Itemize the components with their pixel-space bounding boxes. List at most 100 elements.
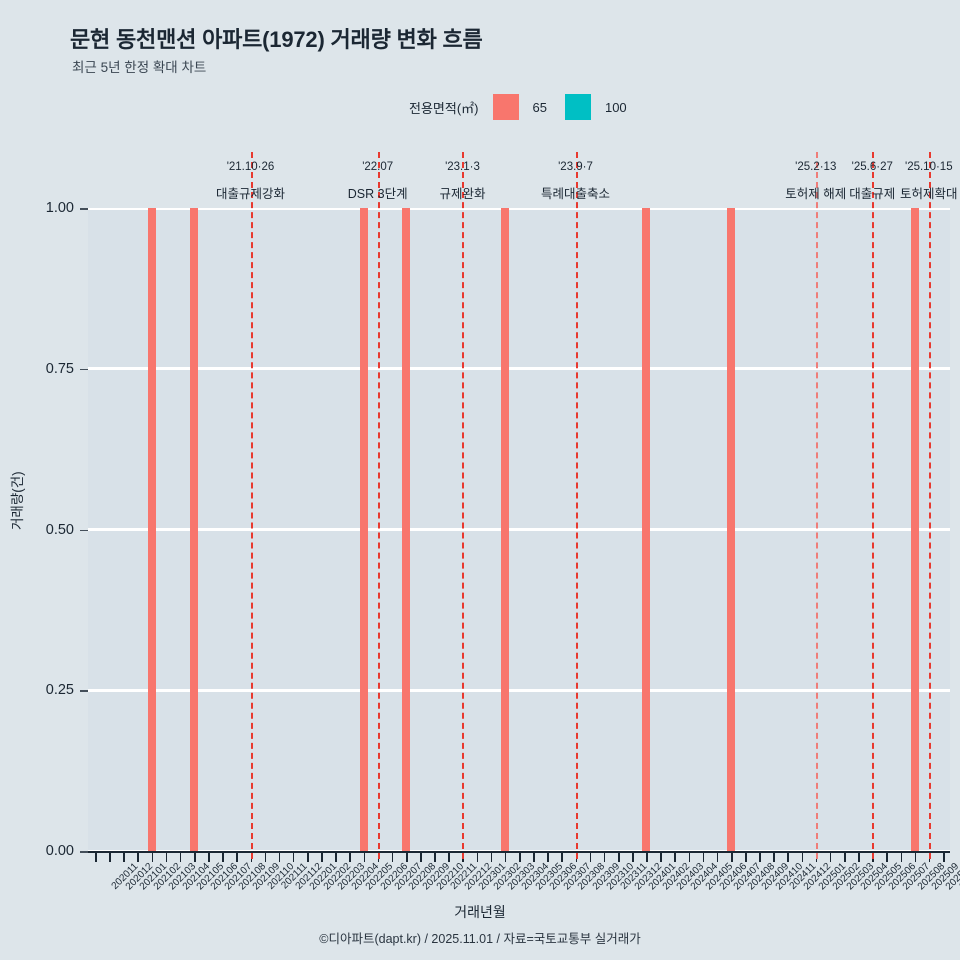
x-axis-tick: [716, 851, 719, 862]
x-axis-tick: [109, 851, 111, 862]
x-axis-tick: [193, 851, 196, 862]
event-line: [377, 152, 380, 859]
chart-subtitle: 최근 5년 한정 확대 차트: [72, 60, 207, 75]
x-axis-tick: [137, 851, 140, 862]
x-axis-tick: [95, 851, 97, 862]
gridline: [88, 849, 950, 851]
bar[interactable]: [726, 208, 735, 851]
x-axis-tick: [617, 851, 620, 862]
x-axis-tick: [646, 851, 648, 862]
chart-title: 문현 동천맨션 아파트(1972) 거래량 변화 흐름: [70, 27, 483, 52]
x-axis-tick: [801, 851, 804, 862]
x-axis-tick: [745, 851, 747, 862]
event-name-label: 토허제확대: [900, 187, 958, 201]
x-axis-tick: [448, 851, 450, 862]
y-axis-labels: 0.00 0.25 0.50 0.75 1.00: [0, 0, 74, 960]
y-axis-tick: [80, 368, 88, 371]
x-axis-tick: [858, 851, 860, 862]
x-axis-tick: [123, 851, 125, 862]
source-caption: ©디아파트(dapt.kr) / 2025.11.01 / 자료=국토교통부 실…: [319, 932, 641, 946]
x-axis-tick: [589, 851, 592, 862]
x-axis-tick: [561, 851, 563, 862]
x-axis-tick: [660, 851, 662, 862]
y-axis-tick-label: 1.00: [45, 200, 74, 216]
x-axis-tick: [787, 851, 790, 862]
x-axis-tick: [504, 851, 507, 862]
event-date-label: '23.9·7: [558, 161, 593, 173]
x-axis-tick: [236, 851, 238, 862]
bar[interactable]: [147, 208, 156, 851]
event-line: [928, 152, 931, 859]
x-axis-tick: [886, 851, 888, 862]
x-axis-tick: [829, 851, 832, 862]
bar[interactable]: [359, 208, 368, 851]
event-name-label: 대출규제강화: [215, 187, 286, 201]
x-axis-tick: [434, 851, 436, 862]
event-name-label: 특례대출축소: [541, 187, 611, 201]
x-axis-tick: [165, 851, 168, 862]
event-line: [815, 152, 818, 859]
x-axis-title: 거래년월: [454, 904, 506, 920]
x-axis-tick: [179, 851, 182, 862]
event-name-label: 규제완화: [439, 187, 486, 201]
plot-area: [88, 208, 950, 851]
x-axis-tick: [759, 851, 761, 862]
event-line: [872, 152, 875, 859]
event-date-label: '25.2·13: [795, 161, 837, 173]
x-axis-tick: [151, 851, 154, 862]
y-axis-tick-label: 0.25: [45, 682, 74, 699]
x-axis-tick: [292, 851, 295, 862]
y-axis-tick-label: 0.75: [45, 360, 74, 377]
y-axis-tick: [80, 690, 88, 692]
x-axis-tick: [844, 851, 846, 862]
x-axis-tick: [519, 851, 521, 862]
x-axis-tick: [674, 851, 677, 862]
event-line: [575, 152, 578, 859]
x-axis-tick: [363, 851, 366, 862]
x-axis-tick: [321, 851, 323, 862]
x-axis-tick: [222, 851, 224, 862]
y-axis-tick: [80, 208, 88, 210]
event-date-label: '25.6·27: [851, 161, 893, 173]
event-line: [462, 152, 465, 859]
x-axis-tick: [405, 851, 408, 862]
event-date-label: '25.10·15: [904, 161, 953, 173]
bar[interactable]: [401, 208, 410, 851]
legend-swatch-65: [492, 94, 519, 120]
event-date-label: '21.10·26: [226, 161, 275, 173]
x-axis-tick: [730, 851, 733, 862]
x-axis-tick: [773, 851, 775, 862]
x-axis-tick: [900, 851, 903, 862]
bar[interactable]: [910, 208, 919, 851]
event-name-label: 대출규제: [849, 187, 896, 201]
x-axis-tick: [307, 851, 309, 862]
gridline: [88, 208, 950, 210]
x-axis-tick: [914, 851, 917, 862]
x-axis-tick: [603, 851, 606, 862]
x-axis-tick: [702, 851, 705, 862]
gridline: [88, 528, 950, 531]
gridline: [88, 367, 950, 371]
y-axis-tick: [80, 851, 88, 853]
bar[interactable]: [500, 208, 509, 851]
x-axis-tick: [391, 851, 394, 862]
y-axis-tick-label: 0.00: [45, 843, 74, 859]
x-axis-tick: [335, 851, 337, 862]
legend-title: 전용면적(㎡): [409, 100, 479, 116]
legend-item-100[interactable]: 100: [564, 94, 627, 120]
event-date-label: '22.07: [362, 161, 394, 173]
x-axis-tick: [208, 851, 210, 862]
event-name-label: 토허제 해제: [785, 187, 847, 201]
x-axis-tick: [547, 851, 549, 862]
legend-item-65[interactable]: 65: [492, 94, 547, 120]
plot-canvas: [88, 208, 950, 851]
event-date-label: '23.1·3: [445, 161, 480, 173]
x-axis-tick: [349, 851, 352, 862]
bar[interactable]: [189, 208, 198, 851]
bar[interactable]: [642, 208, 651, 851]
y-axis-tick-label: 0.50: [45, 521, 74, 538]
legend: 전용면적(㎡) 65 100: [409, 94, 645, 120]
x-axis-tick: [490, 851, 493, 862]
gridline: [88, 688, 950, 692]
